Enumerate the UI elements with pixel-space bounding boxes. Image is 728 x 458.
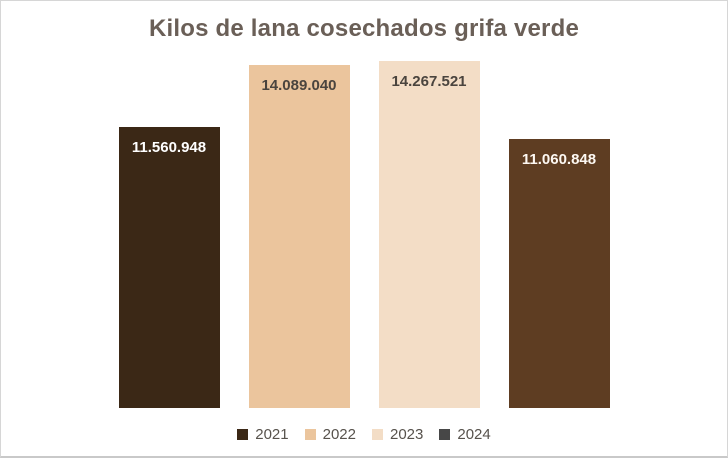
bar-2021: 11.560.948: [118, 127, 220, 408]
legend-label-2024: 2024: [457, 426, 491, 443]
bar-value-label-2022: 14.089.040: [261, 77, 337, 94]
bar-2022: 14.089.040: [248, 65, 350, 408]
chart-title: Kilos de lana cosechados grifa verde: [148, 15, 580, 42]
legend-label-2022: 2022: [322, 426, 356, 443]
legend-item-2022: 2022: [304, 426, 356, 443]
bar-value-label-2024: 11.060.848: [521, 151, 597, 168]
legend: 2021 2022 2023 2024: [1, 426, 727, 443]
legend-label-2023: 2023: [390, 426, 424, 443]
legend-marker-2022: [304, 429, 316, 440]
legend-item-2024: 2024: [439, 426, 491, 443]
legend-marker-2023: [372, 429, 383, 440]
legend-label-2021: 2021: [255, 426, 289, 443]
legend-item-2021: 2021: [237, 426, 289, 443]
plot-area: 11.560.948 14.089.040 14.267.521 11.060.…: [1, 56, 727, 408]
bar-2024: 11.060.848: [508, 139, 610, 408]
legend-marker-2021: [237, 429, 249, 440]
bar-value-label-2021: 11.560.948: [131, 139, 207, 156]
legend-item-2023: 2023: [372, 426, 423, 443]
legend-marker-2024: [439, 429, 451, 440]
bar-value-label-2023: 14.267.521: [391, 73, 467, 90]
bar-2023: 14.267.521: [378, 61, 480, 408]
